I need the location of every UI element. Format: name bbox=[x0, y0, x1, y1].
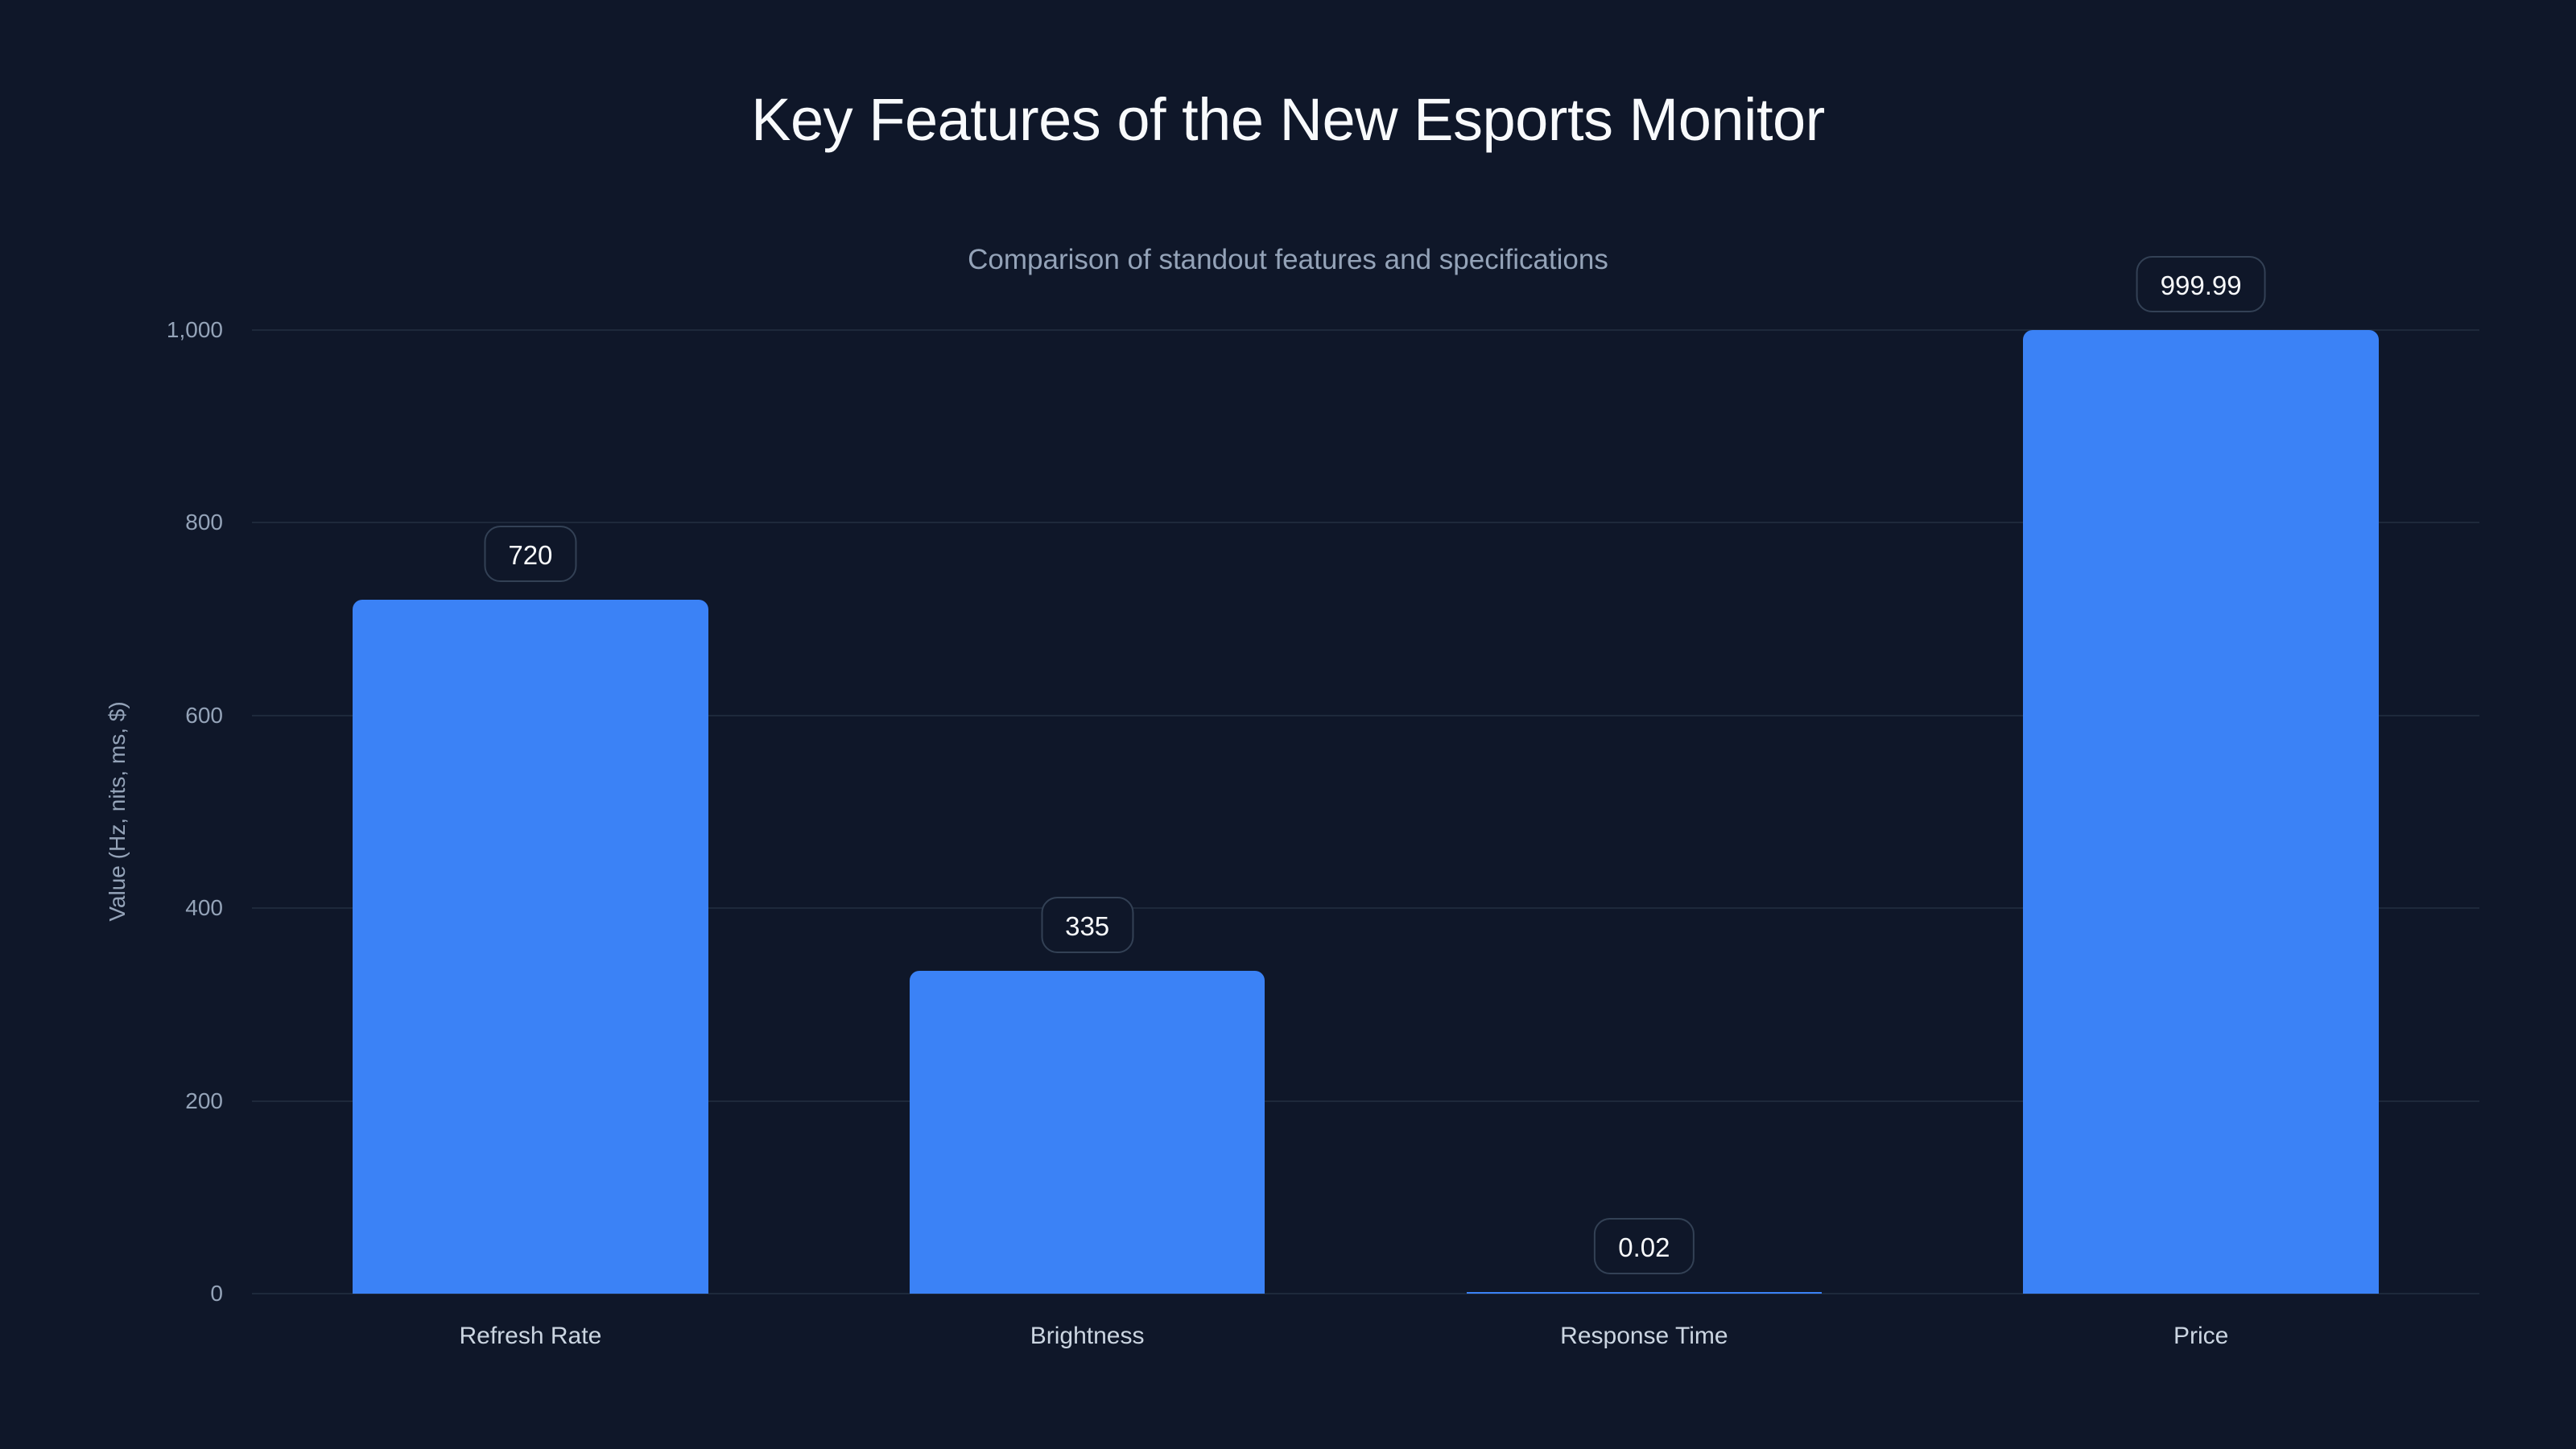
x-tick-label: Refresh Rate bbox=[459, 1323, 602, 1349]
gridline bbox=[252, 714, 2479, 716]
x-tick-label: Price bbox=[2173, 1323, 2229, 1349]
plot-area bbox=[252, 329, 2479, 1294]
chart-subtitle: Comparison of standout features and spec… bbox=[968, 244, 1608, 275]
bar-response-time[interactable] bbox=[1466, 1292, 1823, 1294]
bar-refresh-rate[interactable] bbox=[353, 600, 708, 1294]
chart-title: Key Features of the New Esports Monitor bbox=[751, 86, 1825, 153]
gridline bbox=[252, 907, 2479, 910]
gridline bbox=[252, 1100, 2479, 1102]
y-axis-label: Value (Hz, nits, ms, $) bbox=[105, 701, 130, 922]
value-label: 720 bbox=[484, 526, 577, 583]
y-tick-label: 1,000 bbox=[166, 317, 223, 342]
x-tick-label: Response Time bbox=[1560, 1323, 1728, 1349]
gridline bbox=[252, 329, 2479, 331]
y-tick-label: 0 bbox=[210, 1281, 223, 1306]
y-tick-label: 400 bbox=[185, 895, 223, 921]
gridline bbox=[252, 522, 2479, 524]
value-label: 999.99 bbox=[2136, 256, 2266, 312]
x-tick-label: Brightness bbox=[1030, 1323, 1145, 1349]
y-tick-label: 600 bbox=[185, 702, 223, 728]
value-label: 0.02 bbox=[1594, 1218, 1695, 1274]
y-tick-label: 200 bbox=[185, 1088, 223, 1113]
bar-price[interactable] bbox=[2023, 330, 2379, 1294]
value-label: 335 bbox=[1041, 897, 1134, 953]
bar-brightness[interactable] bbox=[909, 971, 1265, 1294]
y-tick-label: 800 bbox=[185, 510, 223, 535]
gridline bbox=[252, 1293, 2479, 1294]
